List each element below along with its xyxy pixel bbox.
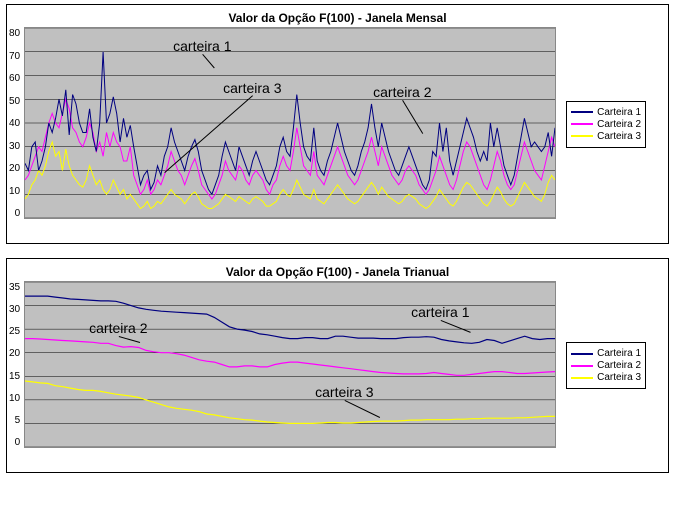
legend-label: Carteira 3 [597, 131, 641, 142]
series-line-carteira3 [25, 381, 555, 423]
legend-item: Carteira 2 [571, 119, 641, 130]
legend-item: Carteira 3 [571, 131, 641, 142]
series-line-carteira2 [25, 99, 555, 199]
legend-swatch [571, 135, 593, 137]
annotation-label: carteira 3 [315, 384, 373, 400]
chart-panel-mensal: Valor da Opção F(100) - Janela Mensal 80… [6, 4, 669, 244]
y-tick-label: 10 [9, 394, 20, 404]
y-tick-label: 20 [9, 164, 20, 174]
y-tick-label: 5 [15, 416, 21, 426]
legend-box: Carteira 1Carteira 2Carteira 3 [566, 101, 646, 148]
y-tick-label: 35 [9, 283, 20, 293]
legend-swatch [571, 111, 593, 113]
legend-label: Carteira 1 [597, 348, 641, 359]
y-axis-ticks: 35 30 25 20 15 10 5 0 [7, 281, 24, 450]
y-tick-label: 60 [9, 74, 20, 84]
legend-label: Carteira 1 [597, 107, 641, 118]
y-tick-label: 25 [9, 327, 20, 337]
y-tick-label: 50 [9, 97, 20, 107]
y-tick-label: 0 [15, 209, 21, 219]
chart-title: Valor da Opção F(100) - Janela Mensal [7, 5, 668, 27]
y-tick-label: 80 [9, 29, 20, 39]
legend-swatch [571, 123, 593, 125]
y-tick-label: 0 [15, 438, 21, 448]
annotation-label: carteira 1 [173, 38, 231, 54]
legend-label: Carteira 2 [597, 119, 641, 130]
legend-label: Carteira 3 [597, 372, 641, 383]
plot-area: carteira 1 carteira 3 carteira 2 [24, 27, 556, 219]
plot-area: carteira 2 carteira 1 carteira 3 [24, 281, 556, 448]
chart-panel-trianual: Valor da Opção F(100) - Janela Trianual … [6, 258, 669, 473]
legend-item: Carteira 1 [571, 107, 641, 118]
y-tick-label: 15 [9, 372, 20, 382]
y-tick-label: 70 [9, 52, 20, 62]
annotation-label: carteira 3 [223, 80, 281, 96]
annotation-label: carteira 2 [373, 84, 431, 100]
legend-swatch [571, 377, 593, 379]
y-tick-label: 20 [9, 349, 20, 359]
annotation-label: carteira 1 [411, 304, 469, 320]
series-line-carteira2 [25, 339, 555, 376]
y-tick-label: 30 [9, 142, 20, 152]
y-tick-label: 10 [9, 187, 20, 197]
chart-title: Valor da Opção F(100) - Janela Trianual [7, 259, 668, 281]
legend-item: Carteira 2 [571, 360, 641, 371]
y-tick-label: 40 [9, 119, 20, 129]
y-axis-ticks: 80 70 60 50 40 30 20 10 0 [7, 27, 24, 221]
series-line-carteira3 [25, 142, 555, 209]
legend-label: Carteira 2 [597, 360, 641, 371]
legend-item: Carteira 1 [571, 348, 641, 359]
legend-swatch [571, 353, 593, 355]
y-tick-label: 30 [9, 305, 20, 315]
legend-box: Carteira 1Carteira 2Carteira 3 [566, 342, 646, 389]
legend-swatch [571, 365, 593, 367]
annotation-label: carteira 2 [89, 320, 147, 336]
legend-item: Carteira 3 [571, 372, 641, 383]
